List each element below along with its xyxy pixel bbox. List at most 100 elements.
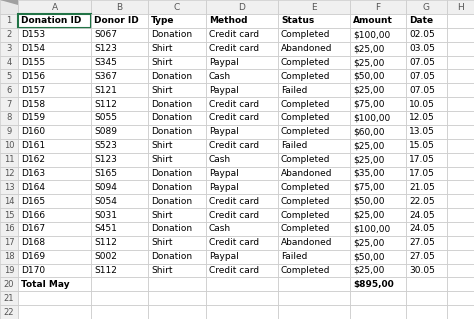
Bar (18, 83, 91, 97)
Text: $35,00: $35,00 (353, 169, 384, 178)
Text: Paypal: Paypal (209, 183, 239, 192)
Bar (148, 125, 206, 139)
Bar (206, 194, 278, 208)
Bar (148, 236, 206, 250)
Text: 7: 7 (6, 100, 12, 108)
Text: D153: D153 (21, 30, 45, 39)
Bar (447, 97, 474, 111)
Bar (148, 97, 206, 111)
Text: S451: S451 (94, 224, 117, 234)
Bar (18, 180, 91, 194)
Bar (148, 14, 206, 28)
Text: E: E (311, 3, 317, 11)
Text: Abandoned: Abandoned (281, 44, 332, 53)
Bar (406, 83, 447, 97)
Bar (0, 305, 18, 319)
Text: 07.05: 07.05 (409, 58, 435, 67)
Bar (406, 125, 447, 139)
Bar (0, 250, 18, 263)
Text: Donation: Donation (151, 252, 192, 261)
Bar (148, 70, 206, 83)
Bar (91, 250, 148, 263)
Bar (278, 263, 350, 278)
Bar (447, 208, 474, 222)
Bar (447, 14, 474, 28)
Bar (350, 278, 406, 291)
Bar (278, 278, 350, 291)
Bar (350, 83, 406, 97)
Bar (350, 236, 406, 250)
Bar (18, 97, 91, 111)
Text: S367: S367 (94, 72, 117, 81)
Text: 24.05: 24.05 (409, 224, 435, 234)
Text: $895,00: $895,00 (353, 280, 394, 289)
Text: 30.05: 30.05 (409, 266, 435, 275)
Bar (447, 111, 474, 125)
Text: $100,00: $100,00 (353, 114, 390, 122)
Text: 6: 6 (6, 86, 12, 95)
Text: Method: Method (209, 17, 247, 26)
Text: Failed: Failed (281, 141, 307, 150)
Text: Credit card: Credit card (209, 114, 259, 122)
Bar (350, 167, 406, 180)
Bar (148, 167, 206, 180)
Bar (278, 56, 350, 70)
Bar (0, 28, 18, 42)
Text: $60,00: $60,00 (353, 127, 384, 136)
Text: S123: S123 (94, 44, 117, 53)
Text: Donor ID: Donor ID (94, 17, 139, 26)
Text: $25,00: $25,00 (353, 211, 384, 219)
Bar (278, 139, 350, 152)
Text: D167: D167 (21, 224, 45, 234)
Bar (91, 305, 148, 319)
Bar (206, 208, 278, 222)
Bar (406, 56, 447, 70)
Bar (91, 194, 148, 208)
Bar (18, 152, 91, 167)
Text: Shirt: Shirt (151, 266, 173, 275)
Bar (206, 14, 278, 28)
Bar (350, 70, 406, 83)
Bar (18, 305, 91, 319)
Bar (18, 111, 91, 125)
Text: Paypal: Paypal (209, 86, 239, 95)
Bar (447, 278, 474, 291)
Text: $25,00: $25,00 (353, 44, 384, 53)
Bar (206, 263, 278, 278)
Text: Completed: Completed (281, 30, 330, 39)
Bar (406, 42, 447, 56)
Text: Shirt: Shirt (151, 58, 173, 67)
Text: 22.05: 22.05 (409, 197, 435, 206)
Bar (18, 194, 91, 208)
Text: S121: S121 (94, 86, 117, 95)
Bar (447, 180, 474, 194)
Text: Abandoned: Abandoned (281, 238, 332, 247)
Bar (350, 222, 406, 236)
Text: $25,00: $25,00 (353, 86, 384, 95)
Text: S165: S165 (94, 169, 117, 178)
Bar (447, 70, 474, 83)
Bar (447, 0, 474, 14)
Text: Donation: Donation (151, 100, 192, 108)
Bar (406, 0, 447, 14)
Text: D166: D166 (21, 211, 45, 219)
Bar (0, 83, 18, 97)
Text: Total May: Total May (21, 280, 70, 289)
Text: 19: 19 (4, 266, 14, 275)
Text: Paypal: Paypal (209, 169, 239, 178)
Text: Amount: Amount (353, 17, 393, 26)
Text: Shirt: Shirt (151, 155, 173, 164)
Text: 5: 5 (6, 72, 12, 81)
Bar (406, 236, 447, 250)
Bar (91, 0, 148, 14)
Bar (350, 291, 406, 305)
Text: 8: 8 (6, 114, 12, 122)
Bar (350, 28, 406, 42)
Bar (148, 28, 206, 42)
Text: Cash: Cash (209, 224, 231, 234)
Text: Completed: Completed (281, 197, 330, 206)
Text: $25,00: $25,00 (353, 238, 384, 247)
Bar (447, 263, 474, 278)
Text: D157: D157 (21, 86, 45, 95)
Bar (91, 263, 148, 278)
